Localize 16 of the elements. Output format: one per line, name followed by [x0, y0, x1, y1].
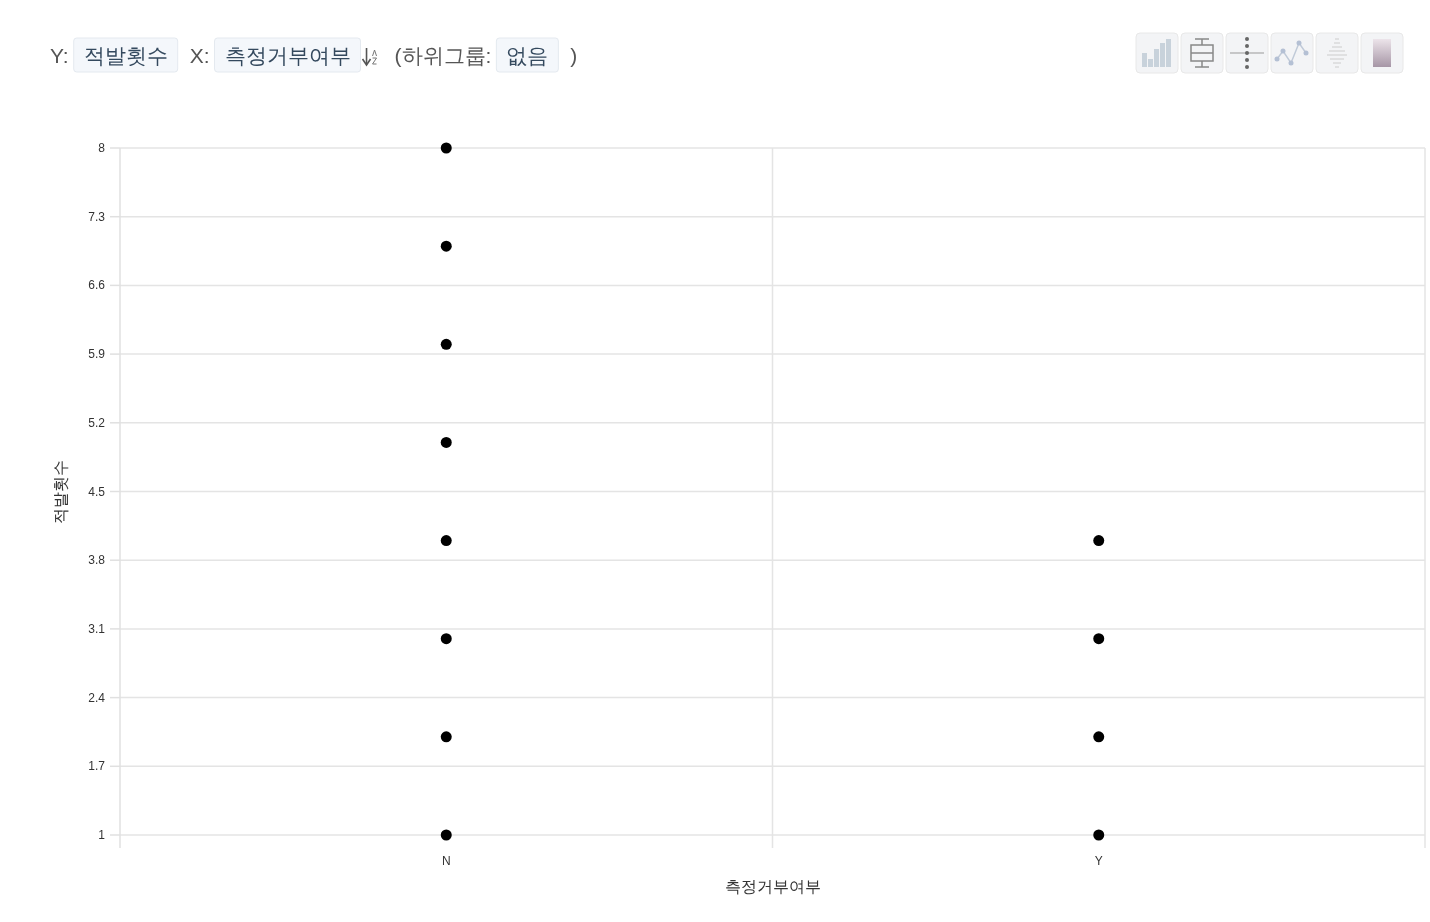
y-tick-label: 4.5 [88, 484, 106, 499]
y-tick-label: 1 [98, 828, 106, 842]
y-tick-label: 2.4 [88, 690, 106, 705]
y-tick-label: 3.1 [88, 621, 106, 636]
y-tick-label: 5.2 [88, 415, 106, 430]
x-tick-label: Y [1094, 854, 1103, 868]
y-tick-label: 5.9 [88, 347, 106, 362]
x-tick-label: N [441, 854, 451, 868]
title: Y: 적발횟수 X: 측정거부여부 (하위그룹: 없음 ) [50, 37, 578, 73]
y-tick-label: 3.8 [88, 553, 106, 568]
x-axis-title: 측정거부여부 [724, 878, 821, 895]
y-axis-title: 적발횟수 [52, 459, 69, 524]
y-tick-label: 8 [98, 141, 106, 155]
y-tick-label: 6.6 [88, 278, 106, 293]
y-tick-label: 7.3 [88, 209, 106, 224]
y-tick-label: 1.7 [88, 759, 106, 774]
